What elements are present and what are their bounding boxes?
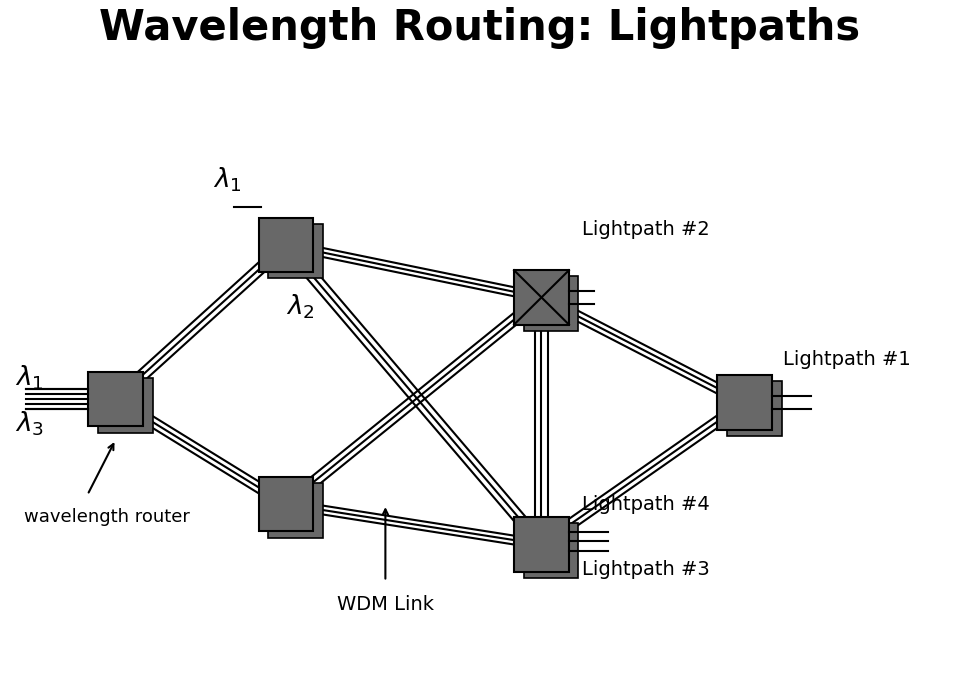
Bar [523, 276, 578, 331]
Text: $\lambda_1$: $\lambda_1$ [213, 166, 242, 194]
Bar [727, 381, 781, 436]
Text: $\lambda_1$: $\lambda_1$ [14, 364, 43, 392]
Bar [268, 224, 323, 279]
Text: Lightpath #1: Lightpath #1 [782, 349, 910, 368]
Text: Lightpath #4: Lightpath #4 [582, 495, 710, 513]
Text: $\lambda_3$: $\lambda_3$ [14, 410, 43, 439]
Text: $\lambda_2$: $\lambda_2$ [286, 292, 315, 321]
Text: Lightpath #3: Lightpath #3 [582, 560, 710, 579]
Bar [514, 518, 569, 571]
Bar [258, 477, 314, 531]
Title: Wavelength Routing: Lightpaths: Wavelength Routing: Lightpaths [100, 7, 860, 49]
Text: Lightpath #2: Lightpath #2 [582, 220, 710, 239]
Bar [258, 218, 314, 272]
Bar [88, 372, 143, 426]
Bar [523, 524, 578, 577]
Bar [268, 484, 323, 537]
Text: WDM Link: WDM Link [337, 595, 434, 614]
Text: wavelength router: wavelength router [24, 507, 190, 526]
Bar [717, 375, 773, 430]
Bar [98, 379, 153, 432]
Bar [514, 270, 569, 325]
